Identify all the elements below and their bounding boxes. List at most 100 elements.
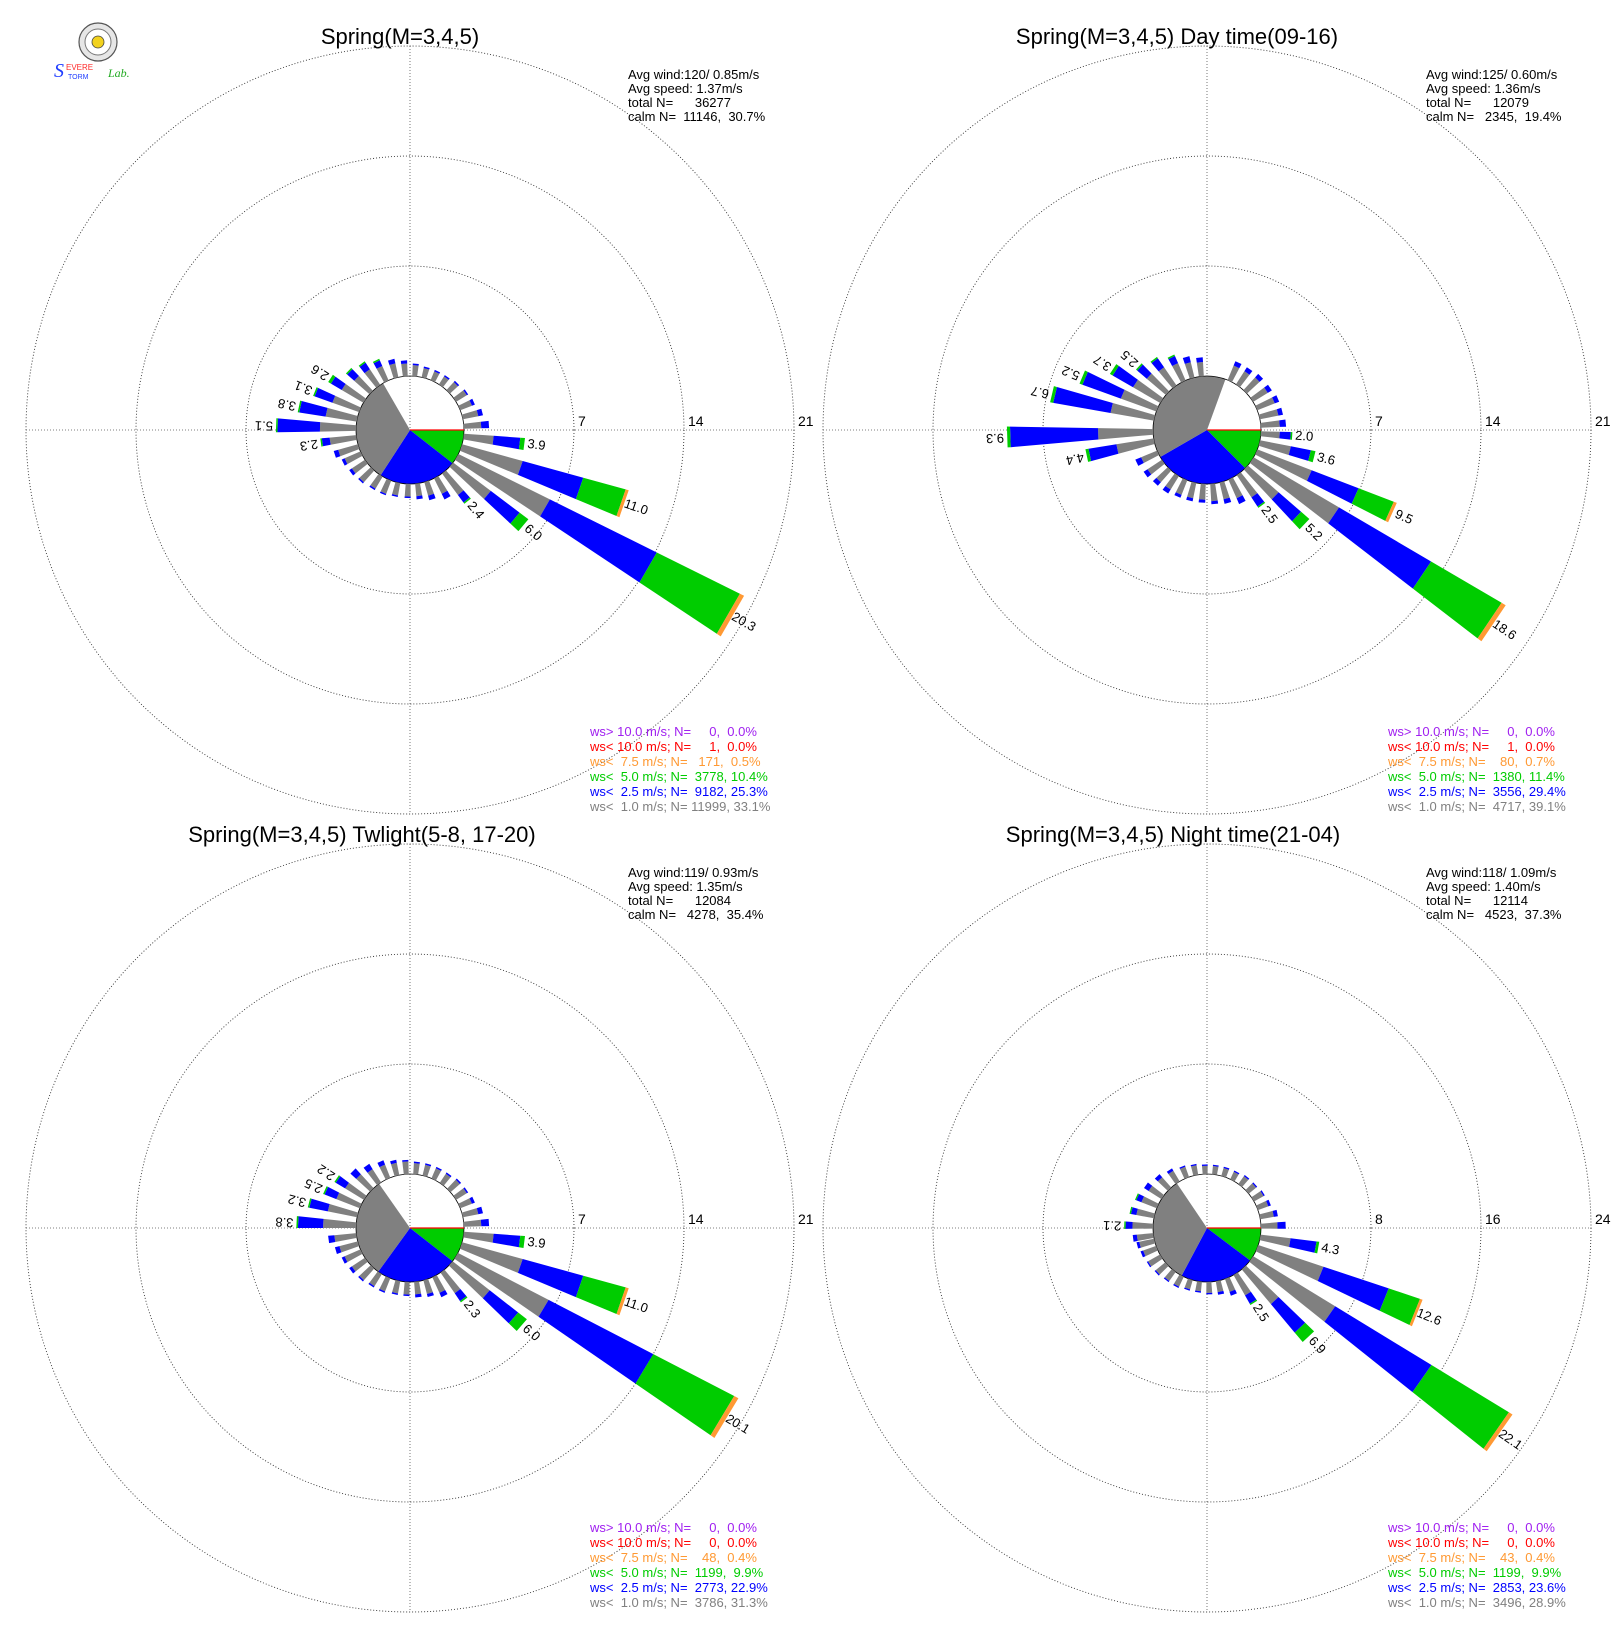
bar-238-lt2_5 bbox=[1146, 1261, 1152, 1268]
bar-66-lt1 bbox=[458, 1198, 472, 1209]
calm-sector-lt1 bbox=[356, 383, 410, 476]
bar-label: 12.6 bbox=[1415, 1305, 1444, 1328]
legend-lt1: ws< 1.0 m/s; N= 4717, 39.1% bbox=[1387, 799, 1566, 814]
ring-14 bbox=[932, 155, 1482, 705]
bar-344-lt1 bbox=[1184, 362, 1195, 379]
bar-346-lt1 bbox=[391, 1162, 400, 1177]
bar-173-lt2_5 bbox=[415, 1293, 422, 1298]
bar-125-lt2_5 bbox=[1324, 1306, 1432, 1393]
bar-36-lt1 bbox=[439, 1173, 451, 1186]
bar-224-lt1 bbox=[1156, 467, 1172, 483]
bar-224-lt1 bbox=[359, 1265, 375, 1281]
bar-97-lt5 bbox=[518, 437, 525, 450]
wind-rose-panel-2: Spring(M=3,4,5) Day time(09-16)7 14 212.03… bbox=[822, 24, 1611, 815]
bar-294-lt2_5 bbox=[1136, 1194, 1144, 1203]
bar-294-lt5 bbox=[1135, 1193, 1139, 1201]
bar-172-lt2_5 bbox=[416, 495, 423, 500]
bar-label: 3.2 bbox=[286, 1191, 307, 1210]
legend-lt2_5: ws< 2.5 m/s; N= 2853, 23.6% bbox=[1387, 1580, 1566, 1595]
bar-313-lt2_5 bbox=[1137, 364, 1152, 379]
bar-130-lt2_5 bbox=[484, 490, 520, 524]
bar-109-lt2_5 bbox=[517, 461, 584, 500]
bar-292-lt5 bbox=[313, 387, 318, 397]
bar-153-lt2_5 bbox=[439, 1290, 448, 1298]
bar-134-lt1 bbox=[1243, 465, 1279, 500]
bar-208-lt1 bbox=[1173, 1274, 1184, 1287]
calm-sector-lt2_5 bbox=[378, 1228, 453, 1282]
bar-234-lt1 bbox=[351, 459, 368, 474]
bar-334-lt5 bbox=[1167, 354, 1175, 360]
bar-28-lt1 bbox=[1230, 1171, 1239, 1182]
bar-25-lt1 bbox=[1227, 365, 1240, 383]
bar-109-lt7_5 bbox=[616, 489, 629, 518]
legend-lt2_5: ws< 2.5 m/s; N= 3556, 29.4% bbox=[1387, 784, 1566, 799]
bar-258-lt1 bbox=[1116, 438, 1155, 454]
bar-283-lt1 bbox=[1136, 1208, 1155, 1219]
legend-lt10: ws< 10.0 m/s; N= 0, 0.0% bbox=[1387, 1535, 1555, 1550]
bar-124-lt7_5 bbox=[1477, 602, 1506, 642]
bar-97-lt5 bbox=[518, 1235, 525, 1248]
bar-label: 2.5 bbox=[302, 1176, 325, 1197]
bar-137-lt1 bbox=[1241, 1265, 1279, 1305]
bar-label: 2.1 bbox=[1103, 1218, 1122, 1234]
bar-35-lt1 bbox=[438, 376, 449, 388]
bar-336-lt1 bbox=[379, 1164, 391, 1180]
bar-234-lt1 bbox=[351, 1257, 368, 1272]
bar-234-lt2_5 bbox=[349, 1266, 356, 1274]
panel-title: Spring(M=3,4,5) Day time(09-16) bbox=[1016, 24, 1338, 49]
bar-15-lt2_5 bbox=[423, 366, 430, 370]
bar-56-lt2_5 bbox=[1264, 384, 1272, 393]
bar-130-lt1 bbox=[449, 462, 491, 499]
calm-sector-lt2_5 bbox=[380, 430, 453, 484]
legend-lt10: ws< 10.0 m/s; N= 0, 0.0% bbox=[589, 1535, 757, 1550]
bar-114-lt2_5 bbox=[1306, 470, 1359, 504]
bar-268-lt5 bbox=[1006, 426, 1011, 448]
bar-253-lt2_5 bbox=[334, 1246, 342, 1254]
bar-313-lt5 bbox=[1136, 363, 1143, 371]
bar-114-lt5 bbox=[1351, 488, 1394, 521]
legend-lt5: ws< 5.0 m/s; N= 1199, 9.9% bbox=[1387, 1565, 1562, 1580]
bar-354-lt2_5 bbox=[1196, 357, 1203, 363]
stats-line: calm N= 2345, 19.4% bbox=[1426, 109, 1562, 124]
bar-131-lt1 bbox=[448, 1261, 490, 1299]
bar-218-lt2_5 bbox=[1163, 1277, 1170, 1283]
bar-327-lt1 bbox=[1168, 1170, 1180, 1185]
bar-125-lt5 bbox=[1412, 1365, 1509, 1449]
logo-evere: EVERE bbox=[66, 63, 93, 72]
legend-lt5: ws< 5.0 m/s; N= 1380, 11.4% bbox=[1387, 769, 1565, 784]
bar-144-lt2_5 bbox=[1251, 493, 1265, 507]
bar-303-lt1 bbox=[341, 383, 367, 403]
bar-56-lt1 bbox=[1250, 387, 1268, 402]
calm-sector-lt2_5 bbox=[1181, 1228, 1251, 1282]
bar-194-lt1 bbox=[1187, 481, 1197, 499]
bar-273-lt1 bbox=[323, 1218, 357, 1228]
bar-109-lt1 bbox=[459, 1242, 523, 1273]
bar-305-lt1 bbox=[1148, 1185, 1165, 1200]
bar-28-lt2_5 bbox=[1233, 1170, 1240, 1175]
bar-273-lt2_5 bbox=[297, 1216, 324, 1228]
bar-334-lt1 bbox=[1172, 363, 1186, 383]
bar-214-lt2_5 bbox=[1162, 486, 1171, 494]
bar-158-lt1 bbox=[1224, 1277, 1236, 1292]
bar-292-lt2_5 bbox=[314, 387, 336, 403]
bar-120-lt1 bbox=[455, 454, 550, 517]
legend-lt7_5: ws< 7.5 m/s; N= 171, 0.5% bbox=[589, 754, 761, 769]
calm-sector-lt5 bbox=[410, 1228, 464, 1262]
bar-109-lt5 bbox=[575, 477, 626, 516]
bar-324-lt5 bbox=[358, 361, 366, 367]
bar-238-lt1 bbox=[1148, 1254, 1163, 1267]
bar-label: 4.3 bbox=[1320, 1240, 1340, 1258]
bar-38-lt1 bbox=[1238, 1176, 1249, 1187]
bar-244-lt2_5 bbox=[341, 1256, 348, 1264]
bar-124-lt2_5 bbox=[1328, 507, 1432, 589]
bar-48-lt2_5 bbox=[1252, 1182, 1258, 1188]
bar-323-lt2_5 bbox=[1151, 358, 1165, 372]
legend-lt7_5: ws< 7.5 m/s; N= 43, 0.4% bbox=[1387, 1550, 1555, 1565]
stats-line: Avg speed: 1.35m/s bbox=[628, 879, 743, 894]
ring-7 bbox=[1042, 265, 1372, 595]
bar-18-lt1 bbox=[1221, 1168, 1229, 1178]
bar-148-lt2_5 bbox=[1245, 1291, 1257, 1304]
bar-100-lt5 bbox=[1314, 1241, 1320, 1254]
bar-148-lt1 bbox=[1233, 1272, 1251, 1296]
